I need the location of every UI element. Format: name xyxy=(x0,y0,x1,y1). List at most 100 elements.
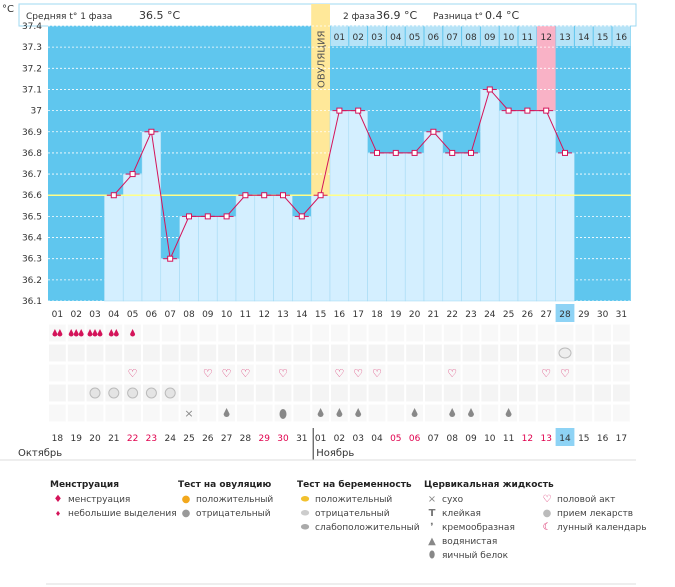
top-number-cell xyxy=(480,26,499,46)
top-number-cell xyxy=(593,26,612,46)
heart-icon: ♡ xyxy=(353,367,363,380)
y-tick-label: 37.2 xyxy=(22,64,42,74)
marker-cell xyxy=(405,363,425,383)
pill-icon xyxy=(127,387,139,399)
marker-cell xyxy=(442,343,462,363)
marker-cell xyxy=(348,383,368,403)
water-drop-icon xyxy=(411,408,418,417)
marker-cell xyxy=(236,403,255,423)
marker-cell xyxy=(179,323,199,343)
top-number-cell xyxy=(556,26,574,46)
temperature-bar xyxy=(141,131,162,302)
cycle-day-label: 05 xyxy=(127,310,138,320)
top-number-label: 15 xyxy=(597,33,608,43)
date-label: 16 xyxy=(597,434,609,444)
date-label: 03 xyxy=(352,434,363,444)
marker-cell xyxy=(217,363,236,383)
marker-cell xyxy=(179,343,199,363)
date-label: 01 xyxy=(315,434,326,444)
top-number-cell xyxy=(518,26,537,46)
marker-cell xyxy=(66,383,86,403)
marker-cell xyxy=(367,383,387,403)
cycle-day-label: 21 xyxy=(428,310,439,320)
swirl-icon: ❜ xyxy=(430,522,434,533)
t-shape-icon: T xyxy=(428,508,436,519)
top-number-label: 16 xyxy=(616,33,628,43)
marker-cell xyxy=(555,363,575,383)
marker-cell xyxy=(424,363,443,383)
y-tick-label: 36.5 xyxy=(22,212,42,222)
water-drop-icon xyxy=(505,408,512,417)
marker-cell xyxy=(593,343,613,363)
phase2-value: 36.9 °C xyxy=(376,9,417,22)
y-tick-label: 37.3 xyxy=(22,43,42,53)
temperature-point xyxy=(336,107,343,114)
marker-cell xyxy=(593,403,613,423)
legend-title-menstruation: Менструация xyxy=(50,480,119,490)
date-label: 17 xyxy=(616,434,627,444)
drop-icon xyxy=(92,329,98,337)
top-number-cell xyxy=(330,26,349,46)
legend-item-ovtest-negative: ● отрицательный xyxy=(178,507,273,521)
legend-label: небольшие выделения xyxy=(68,509,177,519)
temperature-point xyxy=(543,107,550,114)
marker-cell xyxy=(273,383,293,403)
heart-icon: ♡ xyxy=(372,367,382,380)
temperature-point xyxy=(204,213,211,220)
y-axis-unit: °C xyxy=(2,4,14,15)
legend-label: клейкая xyxy=(442,509,481,519)
top-number-label: 08 xyxy=(465,33,477,43)
legend-ovulation-test: Тест на овуляцию ● положительный ● отрицат… xyxy=(178,480,273,521)
cycle-day-label: 18 xyxy=(371,310,383,320)
marker-cell xyxy=(160,363,180,383)
date-label: 09 xyxy=(465,434,477,444)
date-label: 19 xyxy=(70,434,82,444)
legend-label: водянистая xyxy=(442,537,498,547)
water-drop-icon xyxy=(317,408,324,417)
current-day-highlight xyxy=(555,304,575,322)
date-label: 24 xyxy=(164,434,176,444)
y-tick-label: 36.6 xyxy=(22,191,42,201)
heart-icon: ♡ xyxy=(278,367,288,380)
marker-cell xyxy=(179,383,199,403)
marker-cell xyxy=(254,323,274,343)
ovulation-label: ОВУЛЯЦИЯ xyxy=(317,31,328,89)
drop-icon xyxy=(57,329,63,337)
water-drop-icon xyxy=(468,408,474,417)
marker-cell xyxy=(574,383,594,403)
marker-cell xyxy=(85,363,105,383)
marker-cell xyxy=(142,323,161,343)
legend-label: слабоположительный xyxy=(315,523,420,533)
drop-icon xyxy=(97,329,103,337)
cycle-day-label: 03 xyxy=(89,310,100,320)
cycle-day-label: 10 xyxy=(221,310,233,320)
marker-cell xyxy=(254,363,274,383)
marker-cell xyxy=(499,363,519,383)
temperature-bar xyxy=(498,110,519,302)
temperature-bar xyxy=(555,152,575,302)
cycle-day-label: 02 xyxy=(70,310,81,320)
marker-cell xyxy=(198,403,218,423)
water-drop-icon xyxy=(355,408,362,417)
date-label: 31 xyxy=(296,434,307,444)
temperature-bar xyxy=(254,194,274,302)
marker-cell xyxy=(198,363,218,383)
heart-icon: ♡ xyxy=(334,367,344,380)
top-number-cell xyxy=(574,26,593,46)
legend-label: отрицательный xyxy=(315,509,390,519)
water-drop-icon xyxy=(223,408,230,417)
legend-item-ovtest-positive: ● положительный xyxy=(178,493,274,507)
temperature-bar xyxy=(235,194,256,302)
top-number-label: 09 xyxy=(484,33,496,43)
heart-icon: ♡ xyxy=(560,367,570,380)
heart-icon: ♡ xyxy=(240,367,250,380)
marker-cell xyxy=(48,363,67,383)
date-label: 26 xyxy=(202,434,214,444)
top-number-cell xyxy=(499,26,518,46)
marker-cell xyxy=(311,383,331,403)
marker-cell xyxy=(518,383,537,403)
legend-item-preg-weak: ⬬ слабоположительный xyxy=(297,521,420,535)
marker-cell xyxy=(612,343,631,363)
marker-cell xyxy=(480,343,500,363)
